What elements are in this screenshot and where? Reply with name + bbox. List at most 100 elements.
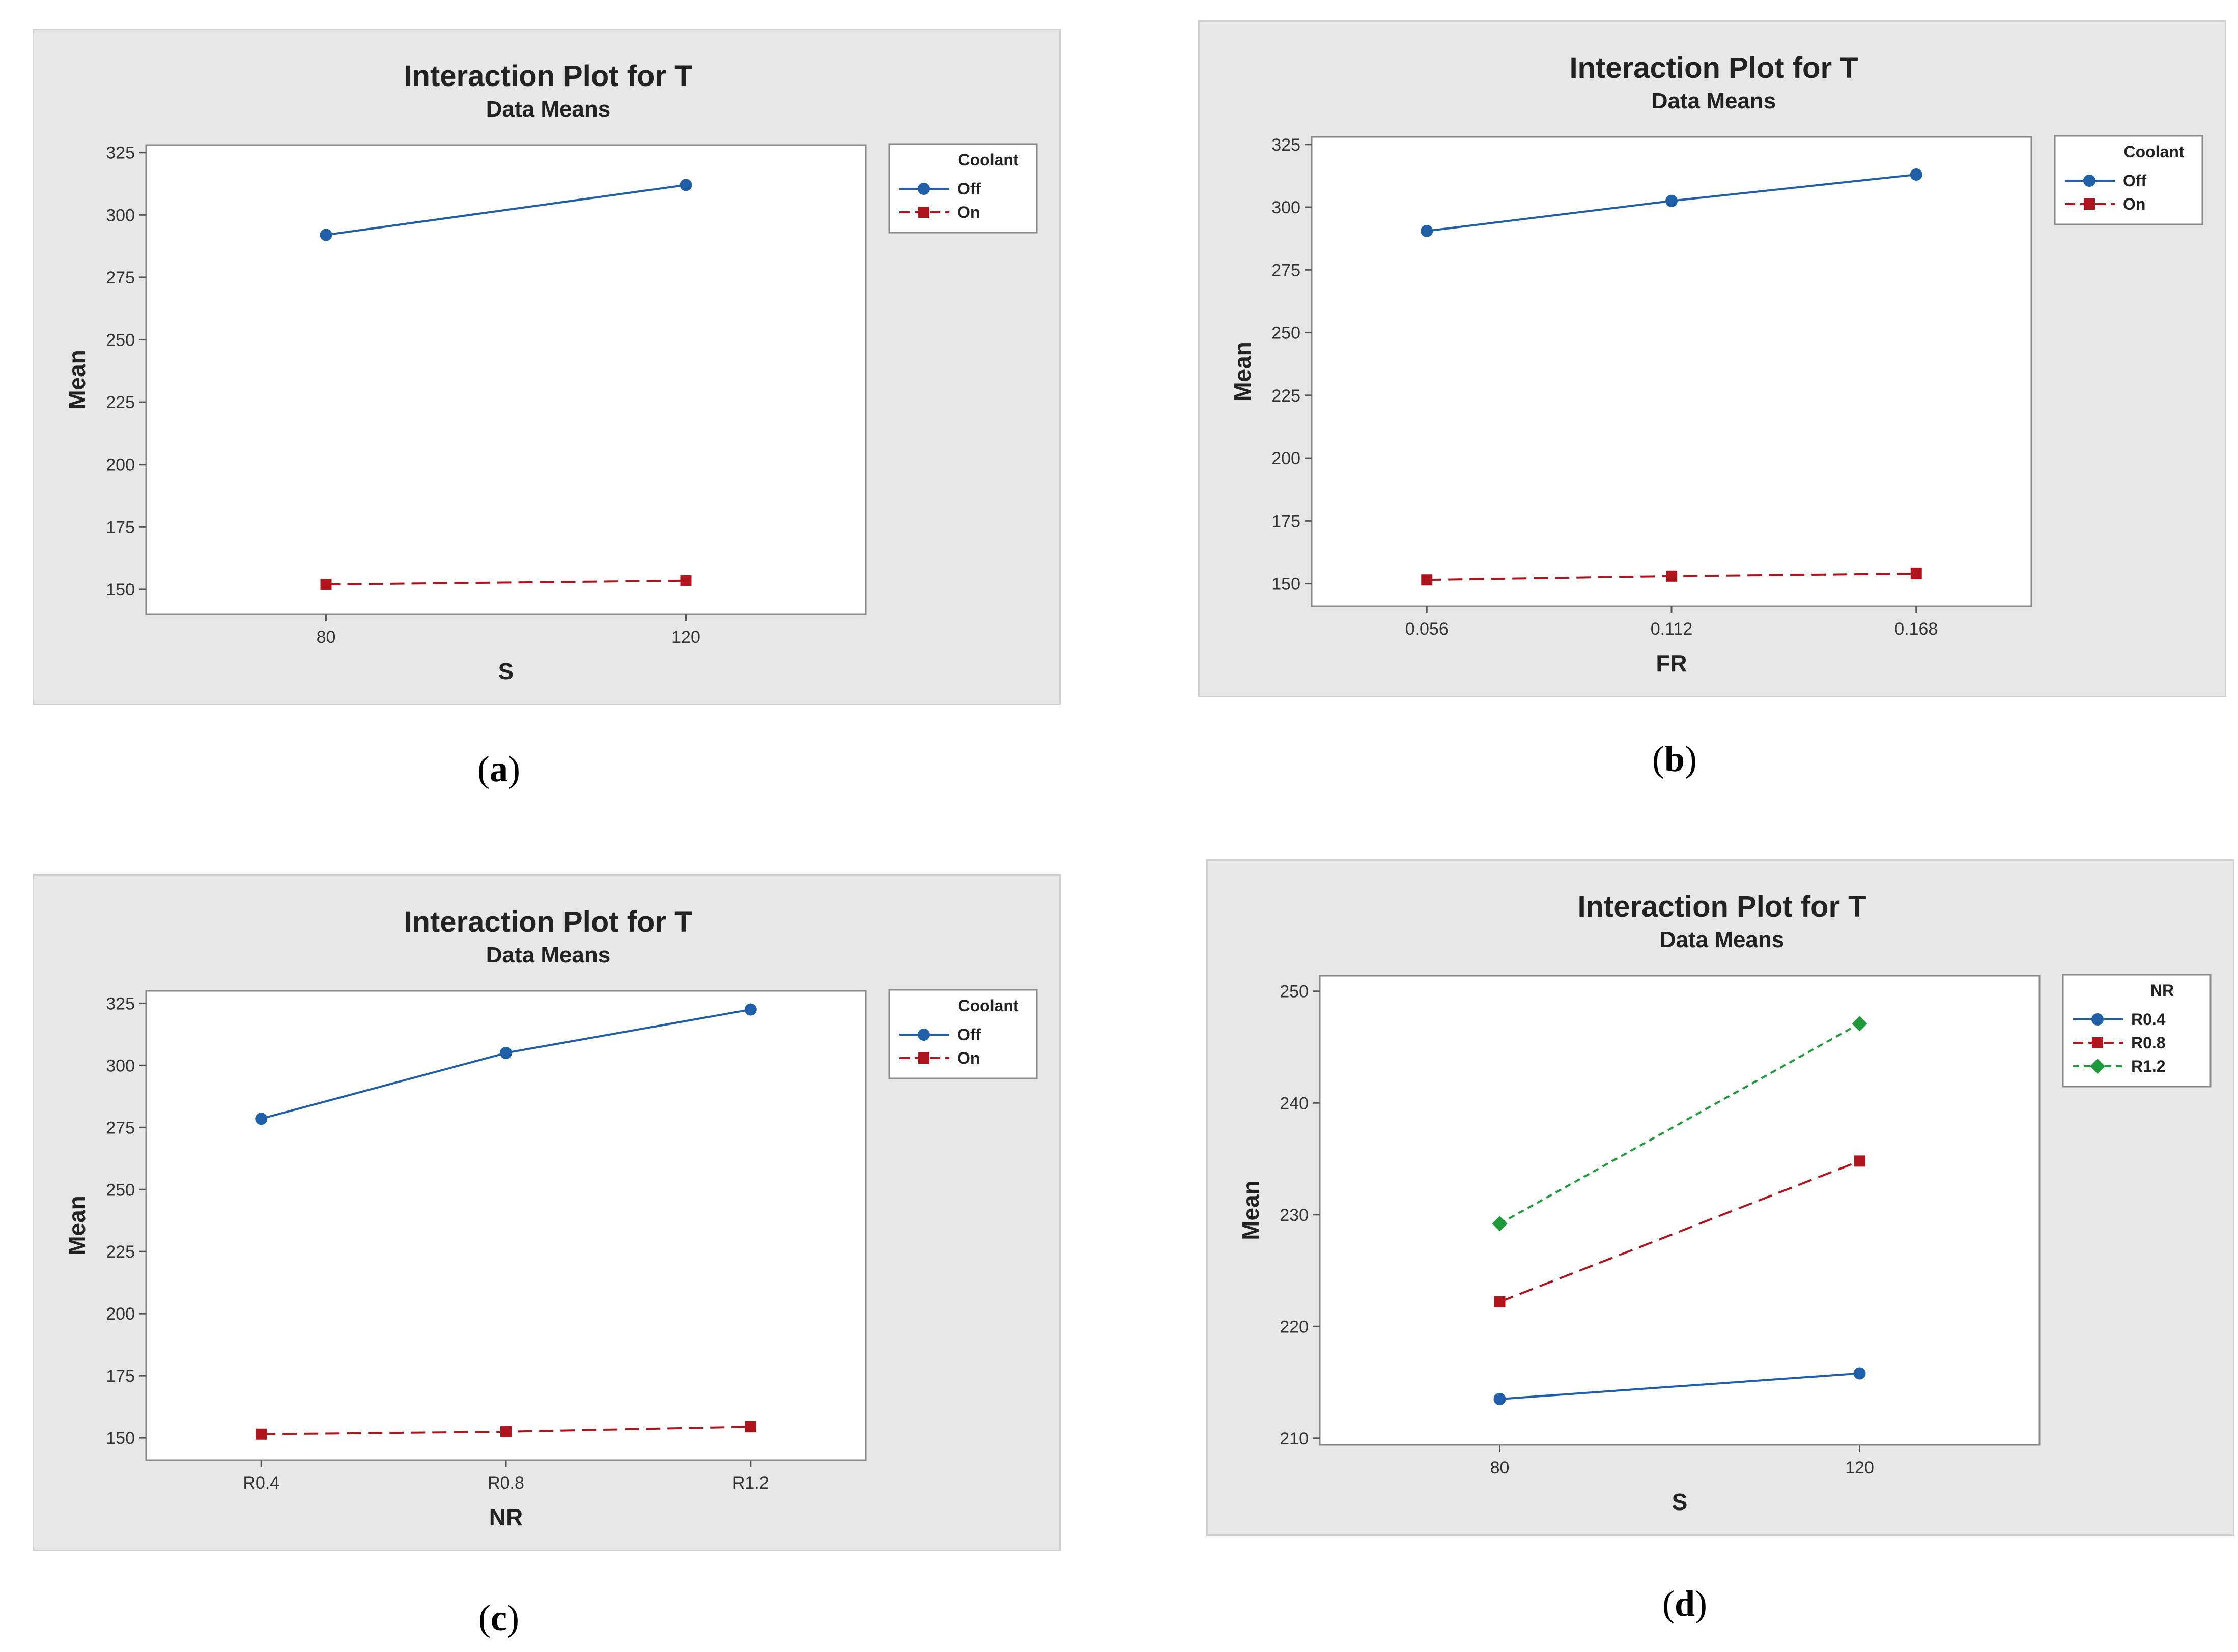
legend-label: On — [957, 203, 980, 221]
caption-d: (d) — [1662, 1583, 1707, 1624]
data-point — [745, 1421, 756, 1433]
series-line — [326, 184, 686, 236]
x-tick-label: 80 — [317, 628, 336, 647]
series-line — [1499, 1022, 1860, 1225]
y-tick-label: 250 — [106, 331, 135, 350]
chart-panel-a: Interaction Plot for T Data Means 150 175 20… — [33, 29, 1061, 705]
y-tick-label: 200 — [106, 1304, 135, 1324]
legend-marker — [2083, 175, 2095, 187]
y-tick-label: 175 — [106, 518, 135, 537]
data-point — [1421, 224, 1433, 237]
plot-area — [1311, 136, 2032, 607]
legend-title: Coolant — [958, 151, 1018, 169]
series-R0.4 — [1493, 1367, 1866, 1405]
y-tick-label: 240 — [1280, 1094, 1309, 1113]
plot-area — [1319, 975, 2041, 1446]
legend-box — [2062, 974, 2212, 1088]
x-tick-label: 80 — [1490, 1458, 1510, 1477]
chart-title: Interaction Plot for T — [1569, 51, 1858, 84]
data-point — [1854, 1155, 1865, 1167]
y-tick-label: 175 — [1271, 511, 1300, 531]
legend-title: Coolant — [2123, 143, 2184, 161]
y-axis-label: Mean — [64, 1195, 90, 1256]
chart-panel-d: Interaction Plot for T Data Means 210 220 23… — [1206, 859, 2234, 1536]
chart-title: Interaction Plot for T — [404, 60, 692, 93]
caption-b: (b) — [1652, 738, 1697, 779]
data-point — [1910, 567, 1922, 579]
x-tick-label: 120 — [1845, 1458, 1874, 1477]
legend: Coolant Off On — [888, 989, 1038, 1079]
y-tick-label: 250 — [1280, 982, 1309, 1002]
chart-a-svg: Interaction Plot for T Data Means 150 175 20… — [64, 60, 1038, 685]
y-tick-label: 300 — [106, 1056, 135, 1075]
y-axis-label: Mean — [1229, 341, 1256, 402]
series-On — [1421, 567, 1922, 586]
x-axis-label: S — [498, 658, 514, 685]
y-tick-label: 250 — [106, 1180, 135, 1200]
data-point — [1492, 1216, 1508, 1232]
legend-label: On — [2123, 195, 2145, 213]
y-tick-label: 325 — [1271, 135, 1300, 155]
series-line — [1499, 1160, 1860, 1303]
y-tick-label: 225 — [106, 1242, 135, 1262]
data-point — [1853, 1367, 1866, 1380]
series-Off — [1421, 168, 1922, 237]
x-tick-label: R0.4 — [243, 1473, 279, 1493]
x-tick-label: R1.2 — [732, 1473, 769, 1493]
y-axis-label: Mean — [64, 350, 90, 410]
x-axis-label: S — [1672, 1489, 1688, 1515]
series-line — [326, 579, 686, 586]
legend-title: Coolant — [958, 996, 1018, 1015]
y-tick-label: 325 — [106, 144, 135, 163]
data-point — [1665, 194, 1678, 207]
y-tick-label: 300 — [1271, 198, 1300, 217]
chart-subtitle: Data Means — [1652, 89, 1776, 113]
data-point — [500, 1046, 512, 1059]
caption-c: (c) — [478, 1598, 519, 1638]
legend-label: R0.8 — [2131, 1034, 2166, 1052]
chart-panel-c: Interaction Plot for T Data Means 150 175 20… — [33, 874, 1061, 1551]
data-point — [680, 575, 692, 586]
y-tick-label: 275 — [106, 1118, 135, 1137]
chart-c-svg: Interaction Plot for T Data Means 150 175 20… — [64, 905, 1038, 1530]
y-tick-label: 275 — [1271, 261, 1300, 280]
y-tick-label: 225 — [106, 393, 135, 412]
legend-title: NR — [2150, 981, 2174, 1000]
y-axis-label: Mean — [1237, 1180, 1264, 1240]
y-tick-label: 210 — [1280, 1429, 1309, 1448]
chart-subtitle: Data Means — [486, 97, 611, 122]
data-point — [500, 1426, 512, 1437]
x-tick-label: 0.112 — [1651, 619, 1693, 639]
y-tick-label: 300 — [106, 206, 135, 225]
legend-marker — [2084, 198, 2095, 210]
legend-marker — [918, 207, 929, 218]
series-On — [256, 1421, 756, 1440]
x-tick-label: 0.168 — [1894, 619, 1938, 639]
x-tick-label: R0.8 — [488, 1473, 524, 1493]
data-point — [256, 1428, 267, 1440]
y-tick-label: 220 — [1280, 1317, 1309, 1336]
data-point — [744, 1003, 757, 1016]
chart-title: Interaction Plot for T — [404, 905, 692, 938]
data-point — [320, 229, 332, 241]
y-tick-label: 200 — [1271, 449, 1300, 468]
chart-b-svg: Interaction Plot for T Data Means 150 175 20… — [1229, 51, 2203, 676]
legend-marker — [918, 183, 930, 195]
chart-subtitle: Data Means — [1660, 927, 1784, 952]
legend-marker — [918, 1052, 929, 1064]
data-point — [320, 579, 332, 590]
legend: Coolant Off On — [2054, 135, 2203, 225]
legend-label: On — [957, 1049, 980, 1067]
series-R1.2 — [1492, 1016, 1867, 1232]
data-point — [1852, 1016, 1867, 1032]
data-point — [1493, 1392, 1506, 1405]
y-tick-label: 325 — [106, 994, 135, 1013]
data-point — [1910, 168, 1922, 181]
x-axis-label: FR — [1656, 650, 1687, 676]
plot-area — [145, 144, 867, 615]
y-tick-label: 200 — [106, 455, 135, 475]
x-tick-label: 120 — [671, 628, 700, 647]
y-tick-label: 175 — [106, 1366, 135, 1386]
data-point — [679, 179, 692, 191]
y-tick-label: 150 — [106, 1429, 135, 1448]
